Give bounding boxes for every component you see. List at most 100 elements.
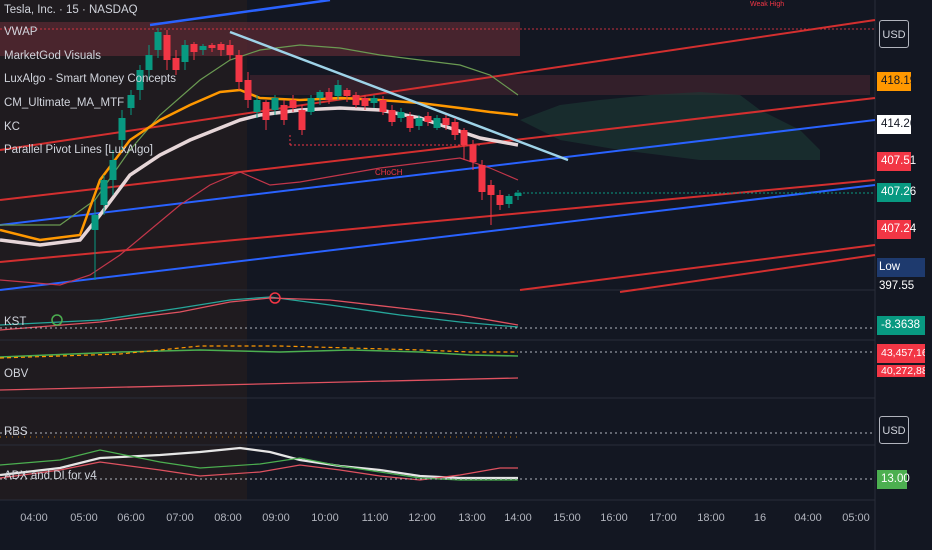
candle-body [100,180,108,205]
pane-rbs-label[interactable]: RBS [4,426,28,438]
candle-body [388,110,396,122]
candle-body [145,55,153,70]
di-plus [0,449,518,481]
time-label: 16:00 [600,512,628,524]
candle-body [307,98,315,112]
candle-body [253,100,261,112]
candle-body [271,98,279,110]
indicator-cm-ma[interactable]: CM_Ultimate_MA_MTF [4,97,125,109]
candle-body [460,130,468,145]
pivot-line-red [0,97,876,201]
kst-cross-up [51,314,63,326]
candle-body [352,95,360,105]
candle-body [181,45,189,62]
time-label: 04:00 [20,512,48,524]
obv-value-tag: 43,457,167.02 [877,344,925,363]
candle-body [406,116,414,128]
time-label: 17:00 [649,512,677,524]
time-label: 05:00 [842,512,870,524]
candle-body [514,193,522,196]
time-label: 16 [753,512,767,524]
candle-body [217,44,225,50]
obv-signal [0,345,518,359]
pane-obv-label[interactable]: OBV [4,368,29,380]
candle-body [478,165,486,192]
pivot-line-red [619,254,876,293]
pivot-line-red [0,179,876,263]
price-tag: 414.26 [877,115,916,134]
candle-body [379,100,387,112]
time-label: 08:00 [214,512,242,524]
candle-body [208,45,216,48]
symbol-title[interactable]: Tesla, Inc. · 15 · NASDAQ [4,4,138,16]
candle-body [280,105,288,120]
candle-body [487,185,495,195]
indicator-pivot-lines[interactable]: Parallel Pivot Lines [LuxAlgo] [4,144,153,156]
indicator-marketgod[interactable]: MarketGod Visuals [4,50,101,62]
adx-value-tag: 13.00 [877,470,910,489]
candle-body [199,46,207,50]
candle-body [190,44,198,52]
low-price-tag: Low 397.55 [877,258,925,292]
pivot-line-blue [149,0,331,27]
candle-body [361,98,369,106]
candle-body [154,32,162,50]
choch-label: CHoCH [375,168,403,177]
kc-lower [0,157,519,286]
pane-adx-label[interactable]: ADX and DI for v4 [4,470,97,482]
candle-body [109,160,117,180]
candle-body [370,98,378,103]
candle-body [424,116,432,122]
vwap-line [0,88,519,242]
candle-body [163,35,171,60]
currency-button-2[interactable]: USD [879,416,909,444]
candle-body [415,118,423,126]
candle-body [397,112,405,118]
candle-body [451,122,459,135]
time-label: 07:00 [166,512,194,524]
candle-body [469,145,477,162]
candle-body [325,92,333,100]
time-label: 15:00 [553,512,581,524]
candle-body [343,90,351,96]
pivot-line-blue [0,119,876,226]
candle-body [433,118,441,128]
candle-body [505,196,513,204]
candle-body [118,118,126,140]
candle-body [172,58,180,70]
candle-body [496,195,504,205]
pane-kst-label[interactable]: KST [4,316,27,328]
low-prefix: Low [879,261,901,273]
time-label: 13:00 [458,512,486,524]
candle-body [244,80,252,100]
candle-body [235,55,243,82]
candle-body [91,215,99,230]
currency-button[interactable]: USD [879,20,909,48]
time-label: 12:00 [408,512,436,524]
time-label: 06:00 [117,512,145,524]
candle-body [316,92,324,98]
time-label: 10:00 [311,512,339,524]
time-label: 05:00 [70,512,98,524]
candle-body [442,118,450,125]
time-label: 14:00 [504,512,532,524]
trendline [229,30,569,162]
candle-body [334,85,342,96]
indicator-vwap[interactable]: VWAP [4,26,38,38]
time-label: 18:00 [697,512,725,524]
candle-body [298,110,306,130]
adx-line [0,446,518,480]
weak-high-label: Weak High [750,1,784,8]
obv-ma [0,377,519,391]
indicator-kc[interactable]: KC [4,121,20,133]
time-label: 04:00 [794,512,822,524]
cloud-area [520,92,820,160]
candle-body [136,70,144,90]
indicator-luxalgo-smc[interactable]: LuxAlgo - Smart Money Concepts [4,73,176,85]
candlestick-series [91,28,522,280]
supply-zone-2 [250,75,870,95]
obv-ma-tag: 40,272,888.24 [877,365,925,377]
kst-value-tag: -8.3638 [877,316,925,335]
price-tag: 407.51 [877,152,916,171]
